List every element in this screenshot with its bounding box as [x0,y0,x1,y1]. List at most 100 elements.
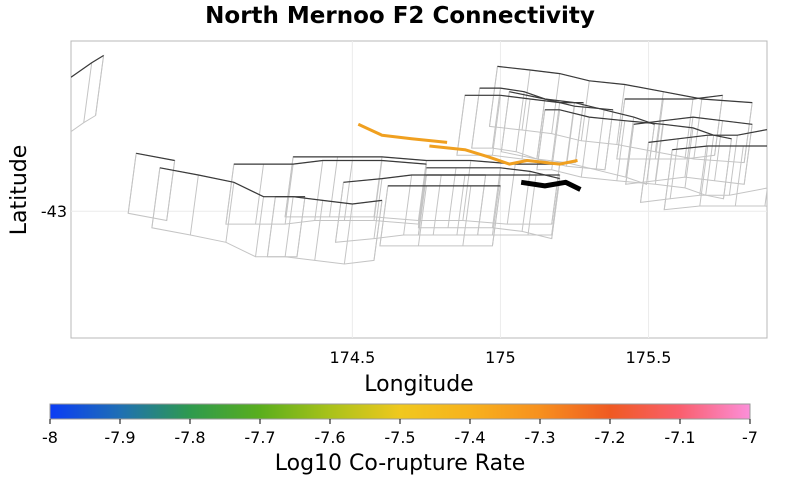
colorbar-tick-label: -7 [742,428,758,447]
fault-trace [275,196,383,205]
fault-subsection-edge [447,167,457,228]
fault-subsection-edge [595,109,605,170]
colorbar-tick-label: -7.2 [594,428,625,447]
fault-subsection-edge [296,196,306,257]
colorbar-tick-label: -7.7 [244,428,275,447]
fault-subsection-edge [314,160,324,221]
fault-subsection-edge [329,156,339,217]
fault-trace [136,152,175,162]
fault-trace [426,167,560,180]
fault-trace [633,116,753,125]
fault-subsection-edge [640,142,650,203]
fault-trace [464,94,584,104]
fault-subsection-edge [432,174,442,236]
fault-subsection-edge [663,149,673,210]
fault-subsection-edge [654,98,664,160]
fault-subsection-edge [127,153,137,214]
fault-subsection-edge [225,182,235,243]
fault-subsection-edge [456,95,466,156]
x-tick-label: 175.5 [626,348,672,367]
fault-subsection-edge [764,186,767,207]
fault-subsection-edge [491,185,501,246]
fault-subsection-edge [403,174,413,236]
fault-subsection-edge [580,80,590,141]
fault-subsection-edge [462,160,472,221]
fault-trace [672,145,767,151]
connected-fault-trace [429,144,578,166]
colorbar-ticks: -8 -7.9 -7.8 -7.7 -7.6 -7.5 -7.4 -7.3 -7.2 -7.1 -7 [42,419,758,447]
fault-subsection-edge [699,135,709,196]
fault-subsection-edge [462,185,472,246]
fault-subsection-edge [491,167,501,228]
fault-subsection-edge [714,120,724,181]
fault-subsection-edge [284,196,294,257]
fault-subsection-edge [477,174,487,236]
fault-subsection-edge [684,98,694,160]
fault-subsection-edge [722,138,732,199]
fault-subsection-edge [379,185,389,246]
colorbar-tick-label: -7.4 [454,428,485,447]
fault-subsection-edge [417,160,427,221]
fault-subsection-edge [373,178,383,239]
fault-subsection-edge [616,120,626,181]
y-axis-ticks: -43 [41,202,67,221]
fault-subsection-edge [488,66,498,127]
fault-subsection-edge [521,69,531,131]
fault-trace [479,87,614,111]
fault-subsection-edge [705,135,715,196]
fault-subsection-edge [314,200,324,261]
fault-trace [509,91,655,125]
x-axis-label: Longitude [364,372,473,397]
fault-subsection-edge [417,167,427,228]
fault-subsection-edge [343,160,353,221]
fault-subsection-edge [284,156,294,217]
fault-subsection-edge [551,109,561,170]
colorbar [49,403,751,420]
fault-subsection-edge [373,200,383,261]
fault-subsection-edge [471,88,481,149]
fault-subsection-edge [521,98,531,160]
fault-subsection-edge [417,174,427,236]
fault-subsection-edge [491,174,501,236]
fault-subsection-edge [580,116,590,178]
y-tick-label: -43 [41,202,67,221]
x-axis-ticks: 174.5 175 175.5 [329,348,671,367]
colorbar-tick-label: -7.8 [174,428,205,447]
fault-subsection-edge [734,145,744,207]
fault-subsection-edge [284,164,294,225]
fault-subsection-edge [551,164,561,225]
colorbar-tick-label: -7.6 [314,428,345,447]
colorbar-tick-label: -7.5 [384,428,415,447]
x-tick-label: 175 [485,348,516,367]
fault-subsection-edge [83,62,93,123]
fault-subsection-edge [189,174,199,236]
fault-subsection-edge [536,98,546,160]
fault-subsection-edge [645,124,655,185]
fault-subsection-edge [551,73,561,134]
fault-subsection-edge [491,95,501,156]
fault-subsection-edge [714,95,724,156]
fault-trace [648,128,767,143]
plot-area [70,40,768,339]
fault-subsection-edge [616,98,626,160]
fault-subsection-edge [417,185,427,246]
fault-subsection-edge [795,150,800,210]
fault-subsection-edge [151,167,161,228]
fault-subsection-edge [574,102,584,163]
colorbar-tick-label: -7.1 [664,428,695,447]
fault-subsection-edge [343,203,353,265]
fault-subsection-edge [456,174,466,236]
fault-subsection-edge [266,196,276,257]
fault-subsection-edge [699,145,709,207]
fault-subsection-edge [654,120,664,181]
highlight-traces [357,122,582,192]
fault-subsection-edge [506,164,516,225]
fault-subsection-edge [515,91,525,152]
fault-trace [624,94,723,100]
fault-subsection-edge [768,128,776,188]
fault-subsection-edge [728,135,738,196]
fault-subsection-edge [491,88,501,149]
fault-subsection-edge [684,116,694,178]
fault-subsection-edge [225,164,235,225]
colorbar-tick-label: -8 [42,428,58,447]
